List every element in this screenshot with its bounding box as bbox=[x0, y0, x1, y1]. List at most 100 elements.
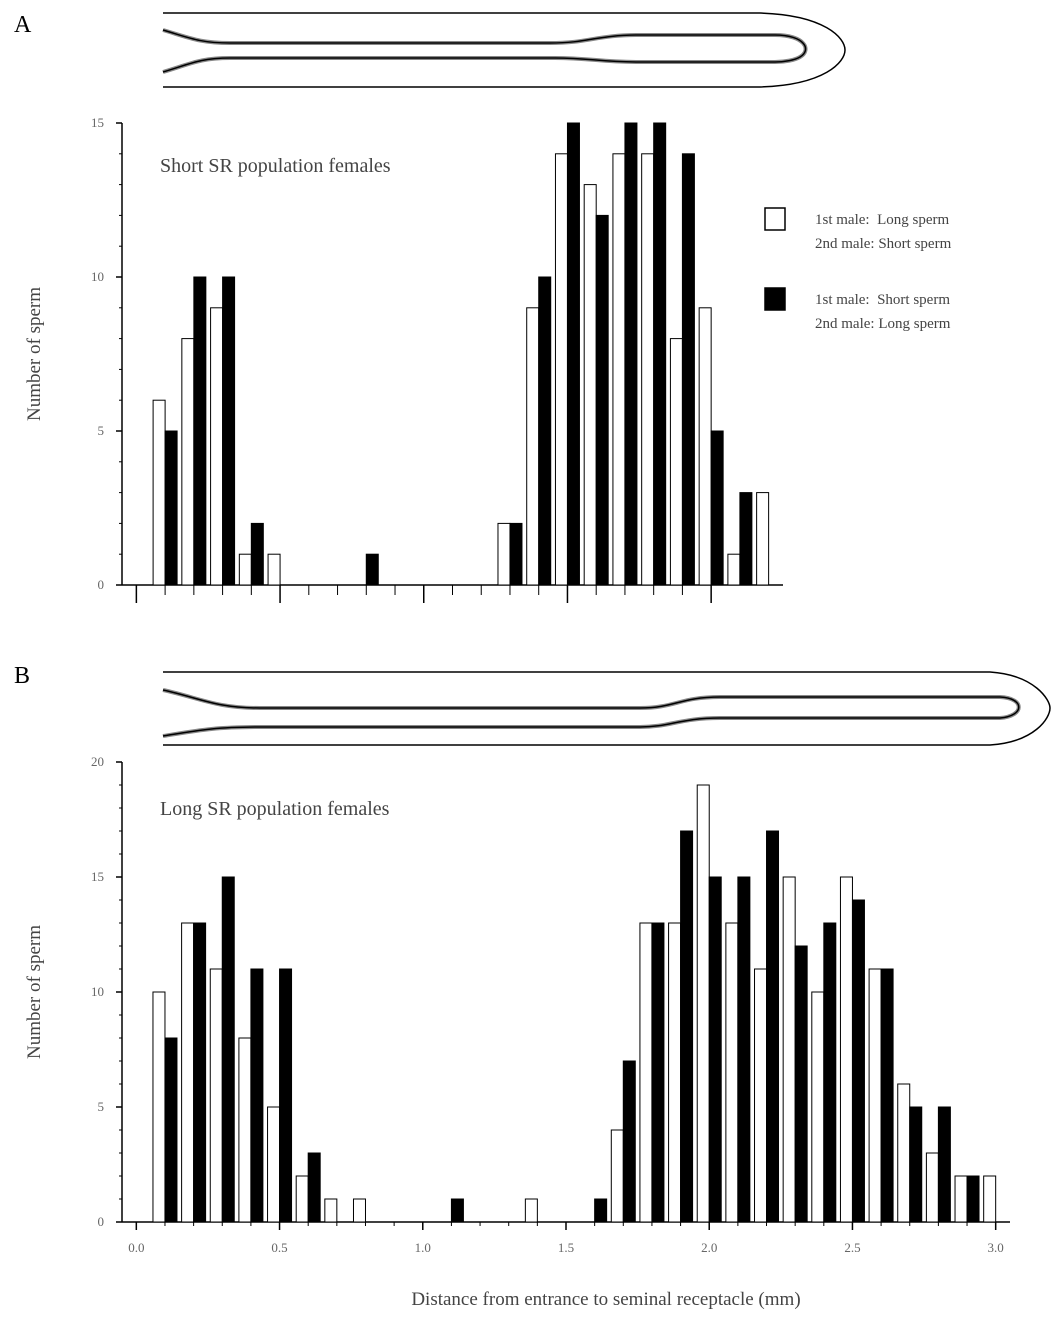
bar bbox=[250, 968, 264, 1223]
bar bbox=[639, 922, 653, 1223]
bar bbox=[622, 1060, 636, 1223]
x-tick-label: 2.5 bbox=[844, 1240, 860, 1255]
bar bbox=[681, 153, 695, 586]
bar bbox=[756, 492, 770, 586]
bar bbox=[295, 1175, 309, 1223]
bar bbox=[653, 122, 667, 586]
bar bbox=[267, 553, 281, 586]
bar bbox=[668, 922, 682, 1223]
bar bbox=[594, 1198, 608, 1223]
bar bbox=[152, 399, 166, 586]
bar bbox=[641, 153, 655, 586]
bar bbox=[624, 122, 638, 586]
bar bbox=[324, 1198, 338, 1223]
bar bbox=[823, 922, 837, 1223]
bar bbox=[868, 968, 882, 1223]
bar bbox=[839, 876, 853, 1223]
bar bbox=[238, 1037, 252, 1223]
bar bbox=[193, 276, 207, 586]
bar bbox=[509, 522, 523, 586]
legend-label: 2nd male: Long sperm bbox=[815, 316, 951, 332]
y-tick-label: 5 bbox=[98, 1099, 105, 1114]
bar bbox=[669, 338, 683, 586]
y-tick-label: 5 bbox=[98, 423, 105, 438]
bar bbox=[954, 1175, 968, 1223]
bar bbox=[966, 1175, 980, 1223]
panel-label: A bbox=[14, 12, 32, 38]
bar bbox=[497, 522, 511, 586]
x-tick-label: 0.5 bbox=[271, 1240, 287, 1255]
bar bbox=[524, 1198, 538, 1223]
bar bbox=[754, 968, 768, 1223]
plot: 0 5 10 15 bbox=[91, 115, 783, 603]
bar bbox=[566, 122, 580, 586]
bar bbox=[880, 968, 894, 1223]
bar bbox=[554, 153, 568, 586]
bar bbox=[538, 276, 552, 586]
bar bbox=[250, 522, 264, 586]
bar bbox=[221, 876, 235, 1223]
bar bbox=[267, 1106, 281, 1223]
y-tick-label: 10 bbox=[91, 984, 104, 999]
bar bbox=[909, 1106, 923, 1223]
bar bbox=[450, 1198, 464, 1223]
bar bbox=[696, 784, 710, 1223]
x-tick-label: 1.5 bbox=[558, 1240, 574, 1255]
bar bbox=[725, 922, 739, 1223]
bar bbox=[210, 307, 224, 586]
bar bbox=[651, 922, 665, 1223]
bar bbox=[164, 1037, 178, 1223]
y-tick-label: 20 bbox=[91, 754, 104, 769]
x-axis-label: Distance from entrance to seminal recept… bbox=[411, 1289, 800, 1310]
bar bbox=[238, 553, 252, 586]
plot: 0 5 10 15 20 0.0 0.5 1.0 1.5 2.0 2.5 3.0 bbox=[91, 754, 1010, 1255]
bar bbox=[698, 307, 712, 586]
bar bbox=[983, 1175, 997, 1223]
bar bbox=[164, 430, 178, 586]
bar bbox=[737, 876, 751, 1223]
bar bbox=[794, 945, 808, 1223]
legend-swatch bbox=[764, 207, 786, 231]
receptacle-diagram bbox=[162, 671, 1051, 746]
bar bbox=[937, 1106, 951, 1223]
legend-label: 1st male: Short sperm bbox=[815, 292, 950, 308]
y-tick-label: 0 bbox=[98, 1214, 105, 1229]
receptacle-diagram bbox=[162, 12, 846, 88]
x-tick-label: 0.0 bbox=[128, 1240, 144, 1255]
legend-label: 2nd male: Short sperm bbox=[815, 236, 952, 252]
x-tick-label: 3.0 bbox=[988, 1240, 1004, 1255]
panel-label: B bbox=[14, 663, 30, 689]
legend-swatch bbox=[764, 287, 786, 311]
bar bbox=[610, 1129, 624, 1223]
bar bbox=[352, 1198, 366, 1223]
bar bbox=[595, 214, 609, 586]
bar bbox=[739, 492, 753, 586]
bar bbox=[583, 184, 597, 586]
y-axis-label: Number of sperm bbox=[24, 925, 45, 1059]
bar bbox=[727, 553, 741, 586]
x-tick-label: 2.0 bbox=[701, 1240, 717, 1255]
bar bbox=[152, 991, 166, 1223]
annotation: Short SR population females bbox=[160, 155, 391, 177]
y-tick-label: 10 bbox=[91, 269, 104, 284]
y-tick-label: 15 bbox=[91, 869, 104, 884]
legend-label: 1st male: Long sperm bbox=[815, 212, 949, 228]
y-tick-label: 15 bbox=[91, 115, 104, 130]
y-axis-label: Number of sperm bbox=[24, 287, 45, 421]
bar bbox=[811, 991, 825, 1223]
bar bbox=[181, 338, 195, 586]
bar bbox=[897, 1083, 911, 1223]
bar bbox=[680, 830, 694, 1223]
bar bbox=[222, 276, 236, 586]
bar bbox=[307, 1152, 321, 1223]
x-tick-label: 1.0 bbox=[415, 1240, 431, 1255]
bar bbox=[181, 922, 195, 1223]
bar bbox=[782, 876, 796, 1223]
bar bbox=[710, 430, 724, 586]
bar bbox=[279, 968, 293, 1223]
bar bbox=[209, 968, 223, 1223]
bar bbox=[365, 553, 379, 586]
bar bbox=[193, 922, 207, 1223]
bar bbox=[851, 899, 865, 1223]
